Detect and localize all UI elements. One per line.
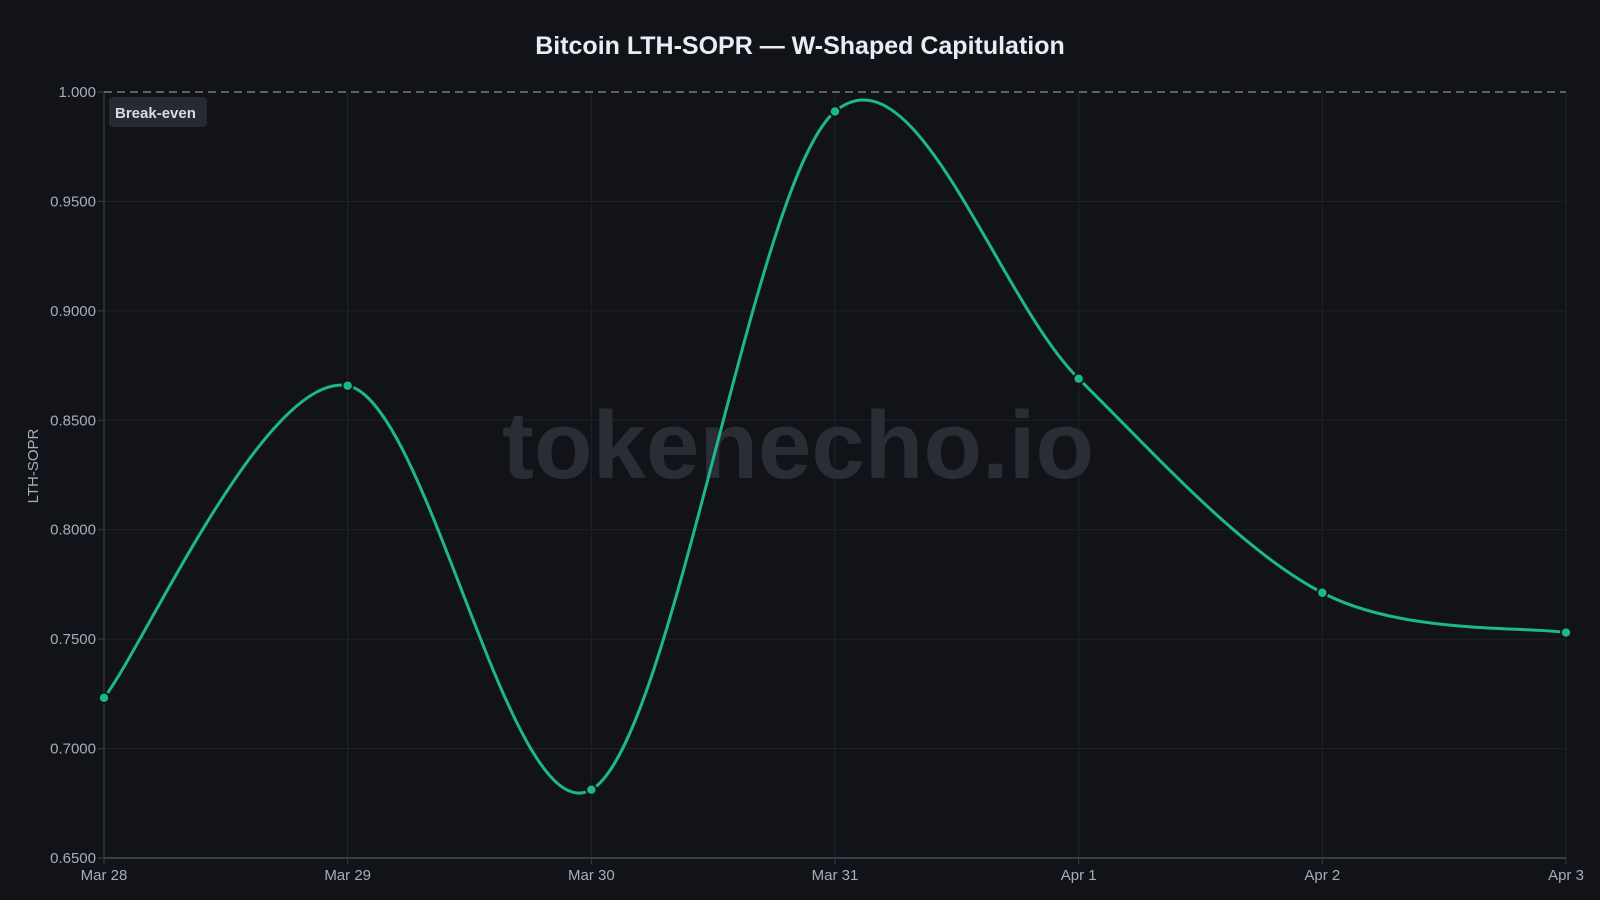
x-tick-label: Mar 31 <box>812 867 859 884</box>
data-point[interactable] <box>1561 628 1571 637</box>
y-tick-label: 0.8500 <box>50 412 96 429</box>
data-point[interactable] <box>1318 588 1327 597</box>
data-point[interactable] <box>99 693 109 702</box>
grid-lines <box>104 92 1567 858</box>
data-point[interactable] <box>830 107 840 116</box>
data-point[interactable] <box>587 785 596 794</box>
watermark: tokenecho.io <box>502 392 1094 499</box>
y-tick-label: 0.7000 <box>50 741 96 758</box>
x-tick-label: Mar 28 <box>81 867 128 884</box>
x-tick-label: Mar 30 <box>568 867 615 884</box>
x-tick-label: Apr 3 <box>1548 867 1584 884</box>
break-even-label: Break-even <box>115 105 196 122</box>
y-axis-label: LTH-SOPR <box>25 428 42 503</box>
x-tick-label: Apr 1 <box>1061 867 1097 884</box>
break-even-badge: Break-even <box>109 97 207 127</box>
data-point[interactable] <box>343 381 352 390</box>
chart-title: Bitcoin LTH-SOPR — W-Shaped Capitulation <box>535 32 1065 60</box>
y-tick-label: 0.9500 <box>50 193 96 210</box>
x-tick-label: Mar 29 <box>324 867 371 884</box>
y-tick-label: 0.8000 <box>50 522 96 539</box>
axes <box>98 91 1567 864</box>
data-points <box>98 105 1572 796</box>
axis-ticks: 1.000 0.9500 0.9000 0.8500 0.8000 0.7500 0.700… <box>50 84 1584 884</box>
y-tick-label: 0.7500 <box>50 631 96 648</box>
data-point[interactable] <box>1074 374 1083 383</box>
x-tick-label: Apr 2 <box>1304 867 1340 884</box>
y-tick-label: 0.6500 <box>50 850 96 867</box>
y-tick-label: 1.000 <box>58 84 96 101</box>
y-tick-label: 0.9000 <box>50 303 96 320</box>
